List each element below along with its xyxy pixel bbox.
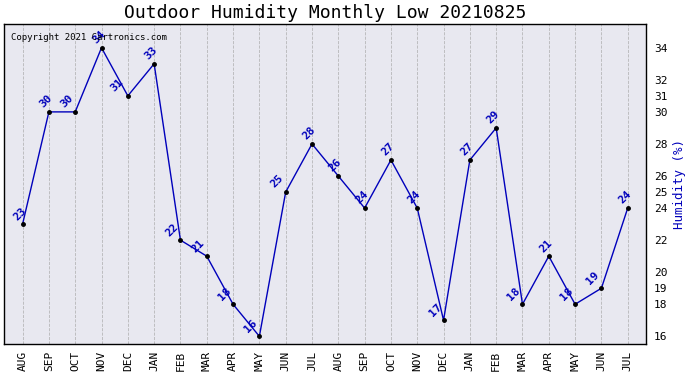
Title: Outdoor Humidity Monthly Low 20210825: Outdoor Humidity Monthly Low 20210825 <box>124 4 526 22</box>
Text: 21: 21 <box>190 237 207 254</box>
Text: 22: 22 <box>164 221 180 238</box>
Text: 30: 30 <box>59 93 75 110</box>
Text: 18: 18 <box>217 285 233 302</box>
Text: 18: 18 <box>506 285 522 302</box>
Text: 28: 28 <box>301 125 317 142</box>
Text: 25: 25 <box>269 173 286 190</box>
Text: 27: 27 <box>380 141 397 158</box>
Text: 27: 27 <box>459 141 475 158</box>
Text: 24: 24 <box>406 189 423 206</box>
Text: 21: 21 <box>538 237 554 254</box>
Text: 19: 19 <box>584 270 602 286</box>
Text: 17: 17 <box>427 302 444 318</box>
Text: 18: 18 <box>558 285 575 302</box>
Text: 29: 29 <box>485 109 502 126</box>
Y-axis label: Humidity (%): Humidity (%) <box>673 139 686 229</box>
Text: 30: 30 <box>38 93 55 110</box>
Text: 24: 24 <box>617 189 633 206</box>
Text: Copyright 2021 Cartronics.com: Copyright 2021 Cartronics.com <box>10 33 166 42</box>
Text: 33: 33 <box>143 45 159 62</box>
Text: 31: 31 <box>108 77 125 94</box>
Text: 23: 23 <box>12 206 28 222</box>
Text: 26: 26 <box>327 157 344 174</box>
Text: 34: 34 <box>90 29 107 46</box>
Text: 16: 16 <box>243 318 259 334</box>
Text: 24: 24 <box>353 189 370 206</box>
